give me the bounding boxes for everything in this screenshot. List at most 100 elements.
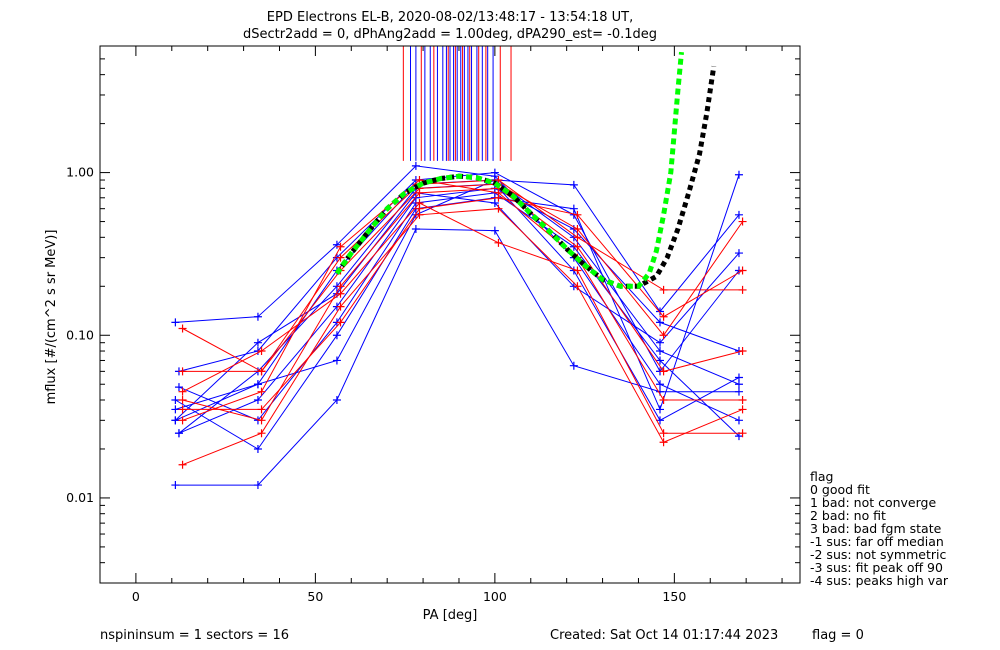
series-14-point-1: [257, 387, 266, 396]
series-8-point-6: [656, 338, 664, 347]
y-axis-label: mflux [#/(cm^2 s sr MeV)]: [44, 230, 59, 405]
series-11-line: [182, 208, 743, 466]
series-15-point-6: [659, 429, 668, 438]
series-11-point-7: [738, 405, 747, 414]
series-5-point-2: [332, 331, 341, 340]
series-3-point-7: [734, 387, 743, 396]
legend-entry-1: 1 bad: not converge: [810, 495, 936, 510]
series-3-point-3: [411, 225, 420, 234]
series-16-point-2: [336, 318, 345, 327]
series-13-point-7: [738, 217, 747, 226]
series-11-point-5: [573, 282, 582, 291]
series-16-point-6: [659, 312, 668, 321]
series-14-line: [182, 179, 743, 421]
legend-entry-2: 2 bad: no fit: [810, 508, 886, 523]
x-tick-label-2: 100: [483, 589, 507, 604]
series-5-point-5: [569, 204, 578, 213]
series-16-point-3: [415, 204, 424, 213]
series-3-point-5: [569, 361, 578, 370]
series-13-point-6: [659, 331, 668, 340]
series-1-point-3: [411, 161, 420, 170]
series-5-point-7: [734, 170, 743, 179]
y-tick-label-1: 0.10: [66, 327, 94, 342]
series-8-point-4: [490, 199, 499, 208]
series-7-point-6: [656, 307, 664, 316]
series-16-point-5: [573, 210, 582, 219]
series-6-point-0: [174, 429, 183, 438]
series-3-line: [175, 228, 739, 486]
series-11-point-2: [336, 302, 345, 311]
series-11-point-4: [494, 204, 503, 213]
plot-frame: [99, 45, 801, 584]
series-2-line: [178, 187, 740, 434]
series-13-point-0: [178, 367, 187, 376]
series-11-point-0: [178, 460, 187, 469]
series-2-point-6: [656, 318, 664, 327]
series-12-line: [182, 179, 743, 373]
series-9-point-0: [174, 383, 183, 392]
series-12-point-6: [659, 285, 668, 294]
legend-entry-0: 0 good fit: [810, 482, 870, 497]
series-0-point-6: [656, 347, 664, 356]
fit-curve-green: [334, 51, 684, 289]
series-10-point-6: [659, 367, 668, 376]
series-15-point-7: [738, 429, 747, 438]
chart-title-line2: dSectr2add = 0, dPhAng2add = 1.00deg, dP…: [243, 27, 657, 42]
series-8-point-1: [253, 338, 262, 347]
series-10-point-5: [573, 242, 582, 251]
y-tick-label-2: 1.00: [66, 165, 94, 180]
series-14-point-2: [336, 242, 345, 251]
legend-entry-5: -2 sus: not symmetric: [810, 547, 946, 562]
series-1-point-7: [734, 416, 743, 425]
series-10-point-7: [738, 347, 747, 356]
series-13-point-5: [573, 225, 582, 234]
series-11-point-6: [659, 438, 668, 447]
series-12-point-7: [738, 285, 747, 294]
series-14-point-0: [178, 416, 187, 425]
series-13-point-1: [257, 367, 266, 376]
series-12-point-2: [336, 253, 345, 262]
series-15-line: [182, 202, 743, 434]
series-15-point-2: [336, 289, 345, 298]
footer-created: Created: Sat Oct 14 01:17:44 2023: [550, 628, 778, 643]
series-2-point-1: [253, 395, 262, 404]
series-9-point-6: [656, 356, 664, 365]
axes-layer: 0 50 100 150 0.01 0.10 1.00: [66, 45, 801, 604]
series-3-point-1: [253, 481, 262, 490]
series-6-line: [178, 183, 740, 434]
series-1-point-6: [656, 380, 664, 389]
series-16-line: [182, 197, 743, 410]
series-5-point-1: [253, 444, 262, 453]
x-axis-label: PA [deg]: [423, 608, 478, 623]
x-tick-label-1: 50: [307, 589, 323, 604]
series-7-point-2: [332, 356, 341, 365]
series-1-point-2: [332, 240, 341, 249]
legend-entry-7: -4 sus: peaks high var: [810, 573, 949, 588]
series-3-point-2: [332, 395, 341, 404]
series-7-line: [175, 179, 740, 410]
series-1-point-0: [171, 318, 180, 327]
footer-flag: flag = 0: [812, 628, 864, 643]
series-14-point-6: [659, 395, 668, 404]
footer-sectors: nspininsum = 1 sectors = 16: [100, 628, 289, 643]
series-8-point-7: [734, 249, 743, 258]
series-5-line: [175, 174, 740, 450]
series-5-point-0: [171, 395, 180, 404]
flag-legend: 0 good fit 1 bad: not converge 2 bad: no…: [810, 482, 949, 588]
series-15-point-4: [494, 238, 503, 247]
series-3-point-4: [490, 226, 499, 235]
series-16-point-7: [738, 266, 747, 275]
legend-title: flag: [810, 469, 833, 484]
x-tick-label-0: 0: [132, 589, 140, 604]
series-4-point-4: [490, 168, 499, 177]
series-7-point-7: [734, 210, 743, 219]
series-11-point-1: [257, 429, 266, 438]
data-layer: [171, 46, 747, 490]
y-tick-label-0: 0.01: [66, 490, 94, 505]
series-1-line: [175, 165, 740, 421]
series-12-point-0: [178, 324, 187, 333]
chart-title-line1: EPD Electrons EL-B, 2020-08-02/13:48:17 …: [267, 10, 633, 25]
series-10-point-0: [178, 395, 187, 404]
series-6-point-7: [734, 373, 743, 382]
